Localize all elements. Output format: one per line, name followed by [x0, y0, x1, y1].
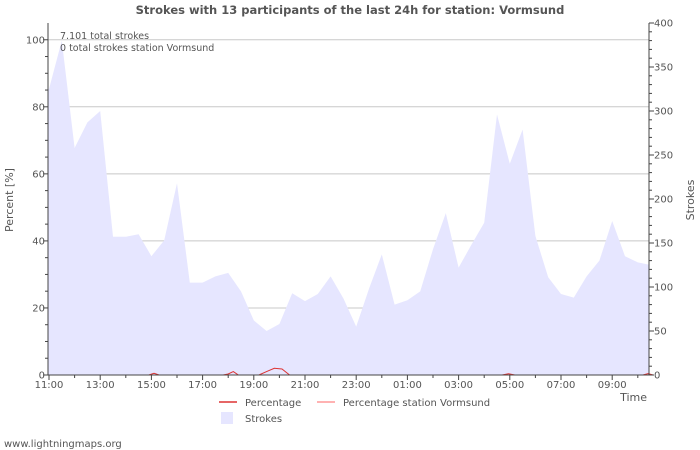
y-left-tick-label: 20 [32, 303, 45, 314]
strokes-area [48, 40, 651, 375]
x-tick-label: 21:00 [291, 380, 320, 391]
x-tick-label: 13:00 [86, 380, 115, 391]
y-left-tick-label: 40 [32, 236, 45, 247]
y-left-label: Percent [%] [3, 168, 16, 232]
annotation-station-strokes: 0 total strokes station Vormsund [60, 43, 214, 54]
footer-site[interactable]: www.lightningmaps.org [4, 439, 122, 450]
legend-label-percentage: Percentage [245, 398, 301, 409]
legend: Percentage Percentage station Vormsund S… [219, 398, 490, 425]
chart-title: Strokes with 13 participants of the last… [136, 3, 565, 17]
y-right-tick-label: 0 [654, 371, 660, 382]
x-tick-label: 19:00 [239, 380, 268, 391]
y-right-tick-label: 150 [654, 239, 673, 250]
x-tick-label: 07:00 [547, 380, 576, 391]
legend-label-percentage-station: Percentage station Vormsund [343, 398, 490, 409]
x-axis-label: Time [619, 391, 647, 404]
x-tick-label: 09:00 [598, 380, 627, 391]
y-right-tick-label: 250 [654, 151, 673, 162]
y-left-tick-label: 0 [39, 371, 45, 382]
strokes-area-path [48, 40, 651, 375]
x-tick-label: 01:00 [393, 380, 422, 391]
y-right-tick-label: 350 [654, 63, 673, 74]
x-tick-label: 11:00 [35, 380, 64, 391]
annotation-total-strokes: 7.101 total strokes [60, 31, 149, 42]
y-right-tick-label: 100 [654, 283, 673, 294]
x-tick-label: 05:00 [495, 380, 524, 391]
y-left-tick-label: 60 [32, 169, 45, 180]
y-right-tick-label: 400 [654, 19, 673, 30]
y-right-label: Strokes [684, 179, 697, 220]
y-left-tick-label: 80 [32, 102, 45, 113]
y-left-tick-label: 100 [26, 35, 45, 46]
x-ticks: 11:00 13:00 15:00 17:00 19:00 21:00 23:00 01:00… [35, 375, 639, 391]
y-right-tick-label: 50 [654, 327, 667, 338]
y-right-ticks: 0 50 100 150 200 250 300 350 400 [649, 19, 673, 382]
x-tick-label: 15:00 [137, 380, 166, 391]
legend-label-strokes: Strokes [245, 414, 282, 425]
y-left-ticks: 0 20 40 60 80 100 [26, 35, 48, 382]
x-tick-label: 03:00 [444, 380, 473, 391]
x-tick-label: 23:00 [342, 380, 371, 391]
y-right-tick-label: 300 [654, 107, 673, 118]
y-right-tick-label: 200 [654, 195, 673, 206]
x-tick-label: 17:00 [188, 380, 217, 391]
legend-swatch-strokes [221, 412, 233, 424]
